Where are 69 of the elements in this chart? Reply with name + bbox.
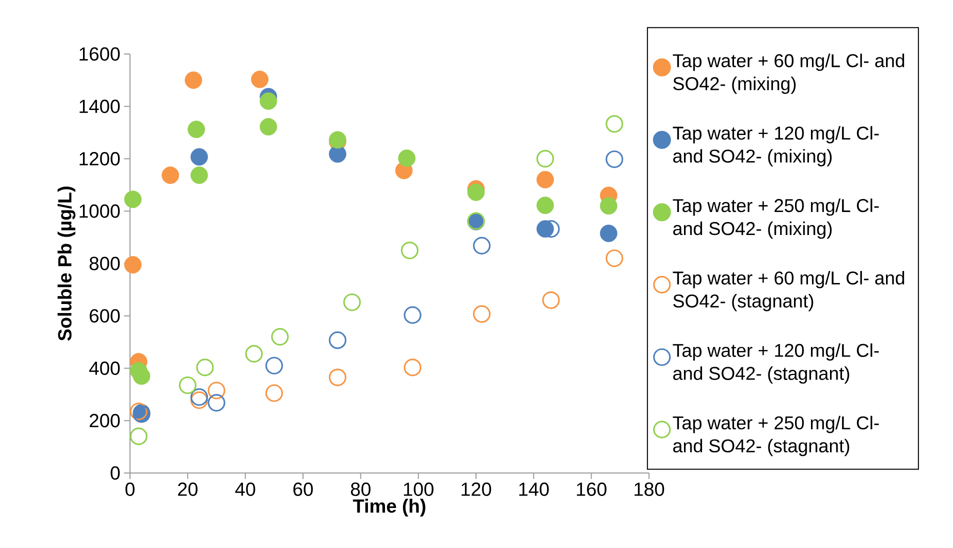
point xyxy=(536,150,554,168)
point xyxy=(271,328,289,346)
y-tick-label: 0 xyxy=(110,466,120,480)
point xyxy=(542,291,560,309)
point xyxy=(196,358,214,376)
x-tick-label: 60 xyxy=(293,482,313,496)
y-tick-label: 1600 xyxy=(80,47,120,61)
point xyxy=(606,249,624,268)
point xyxy=(245,345,263,363)
point xyxy=(606,150,624,168)
x-tick-label: 180 xyxy=(634,482,664,496)
point xyxy=(467,184,485,201)
point xyxy=(536,196,554,214)
point xyxy=(124,256,142,274)
point xyxy=(130,402,148,420)
point xyxy=(208,394,226,412)
point xyxy=(328,368,346,386)
x-tick-label: 140 xyxy=(519,482,549,496)
legend-label: Tap water + 250 mg/L Cl- and SO42- (mixing) xyxy=(672,198,879,239)
point xyxy=(328,331,346,350)
point xyxy=(328,145,346,163)
point xyxy=(472,236,491,254)
x-tick-label: 20 xyxy=(178,482,198,496)
legend-label: Tap water + 250 mg/L Cl- and SO42- (stagnant) xyxy=(672,416,879,456)
point xyxy=(404,358,422,376)
x-tick-label: 40 xyxy=(235,482,256,496)
point xyxy=(472,305,491,323)
point xyxy=(162,166,180,184)
y-axis-title: Soluble Pb (µg/L) xyxy=(58,186,76,341)
point xyxy=(265,356,283,374)
x-tick-label: 100 xyxy=(404,482,434,496)
point xyxy=(178,376,196,394)
point xyxy=(124,190,142,208)
y-tick-label: 1200 xyxy=(80,152,120,166)
point xyxy=(190,388,208,406)
x-tick-label: 80 xyxy=(350,482,370,496)
y-tick-label: 600 xyxy=(90,309,120,323)
legend-label: Tap water + 60 mg/L Cl- and SO42- (stagnant) xyxy=(672,270,904,312)
point xyxy=(260,118,278,136)
point xyxy=(600,197,618,215)
point xyxy=(606,115,624,133)
point xyxy=(260,92,278,110)
y-tick-label: 400 xyxy=(89,362,120,375)
point xyxy=(190,166,208,184)
point xyxy=(600,224,618,242)
point xyxy=(404,306,422,324)
point xyxy=(190,148,208,166)
point xyxy=(188,120,206,138)
y-tick-label: 800 xyxy=(90,256,120,270)
point xyxy=(251,70,268,88)
legend-label: Tap water + 60 mg/L Cl- and SO42- (mixing) xyxy=(672,54,904,94)
point xyxy=(343,293,361,312)
point xyxy=(184,71,202,89)
point xyxy=(190,391,208,409)
y-tick-label: 1400 xyxy=(80,100,120,114)
legend-label: Tap water + 120 mg/L Cl- and SO42- (stagnant) xyxy=(672,343,879,384)
point xyxy=(398,150,416,167)
point xyxy=(265,384,283,402)
x-axis-title: Time (h) xyxy=(352,498,426,516)
x-tick-label: 120 xyxy=(462,482,492,496)
point xyxy=(208,382,226,400)
x-tick-label: 160 xyxy=(576,482,606,496)
x-tick-label: 0 xyxy=(125,482,135,496)
y-tick-label: 1000 xyxy=(80,204,120,218)
point xyxy=(130,428,148,446)
point xyxy=(400,242,418,260)
point xyxy=(536,170,554,188)
legend-label: Tap water + 120 mg/L Cl- and SO42- (mixing) xyxy=(672,126,879,166)
y-tick-label: 200 xyxy=(90,414,120,428)
